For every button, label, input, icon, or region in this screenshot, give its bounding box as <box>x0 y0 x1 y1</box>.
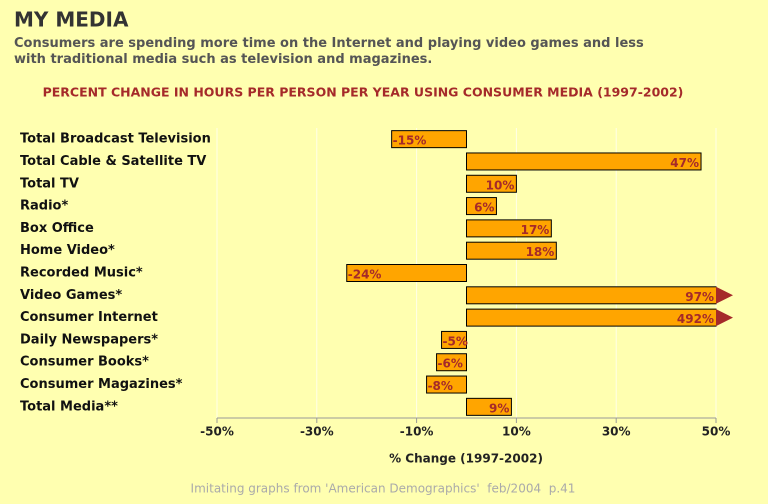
value-label: 47% <box>670 156 699 170</box>
category-label: Consumer Internet <box>20 310 158 325</box>
bars <box>346 130 717 416</box>
bar <box>466 397 512 416</box>
category-label: Radio* <box>20 199 68 214</box>
category-label: Total Broadcast Television <box>20 132 211 147</box>
value-label: 10% <box>486 178 515 192</box>
value-label: -6% <box>438 357 463 371</box>
category-label: Video Games* <box>20 288 122 303</box>
chart-title: MY MEDIA <box>14 8 129 32</box>
value-label: 18% <box>526 245 555 259</box>
bar <box>466 174 517 193</box>
x-tick-label: 10% <box>502 425 531 439</box>
x-axis-label: % Change (1997-2002) <box>389 452 543 466</box>
category-label: Total Media** <box>20 399 118 414</box>
bar <box>466 241 557 260</box>
bar <box>441 330 467 349</box>
value-label: 97% <box>685 290 714 304</box>
bar <box>466 308 717 327</box>
value-label: 17% <box>521 223 550 237</box>
bar <box>436 353 467 372</box>
category-label: Box Office <box>20 221 94 236</box>
value-label: -5% <box>443 334 468 348</box>
bar <box>426 375 467 394</box>
plot-title: PERCENT CHANGE IN HOURS PER PERSON PER Y… <box>43 85 684 100</box>
x-tick-label: 50% <box>702 425 731 439</box>
value-label: 492% <box>677 312 714 326</box>
subtitle-box: Consumers are spending more time on the … <box>14 36 644 67</box>
footnote: Imitating graphs from 'American Demograp… <box>191 482 576 496</box>
x-tick-label: -30% <box>300 425 334 439</box>
overflow-arrow <box>716 309 733 327</box>
x-tick-label: 30% <box>602 425 631 439</box>
bar <box>391 130 467 149</box>
value-label: 9% <box>489 401 509 415</box>
category-label: Daily Newspapers* <box>20 332 158 347</box>
x-tick-label: -50% <box>200 425 234 439</box>
bar <box>346 264 467 282</box>
bar <box>466 152 702 171</box>
value-label: 6% <box>474 201 494 215</box>
bar <box>466 219 552 238</box>
subtitle: Consumers are spending more time on the … <box>14 36 644 67</box>
value-label: -24% <box>348 268 382 282</box>
value-label: -8% <box>428 379 453 393</box>
category-label: Home Video* <box>20 243 115 258</box>
overflow-arrow <box>716 286 733 304</box>
overlay: -50% -30% -10% 10% 30% 50% Total Broadcast Tel… <box>20 132 733 439</box>
bar <box>466 286 717 305</box>
category-label: Recorded Music* <box>20 266 143 281</box>
value-label: -15% <box>393 134 427 148</box>
category-label: Consumer Books* <box>20 355 149 370</box>
x-tick-label: -10% <box>400 425 434 439</box>
category-label: Total Cable & Satellite TV <box>20 154 206 169</box>
category-label: Consumer Magazines* <box>20 377 183 392</box>
bar <box>466 197 497 216</box>
category-label: Total TV <box>20 176 79 191</box>
